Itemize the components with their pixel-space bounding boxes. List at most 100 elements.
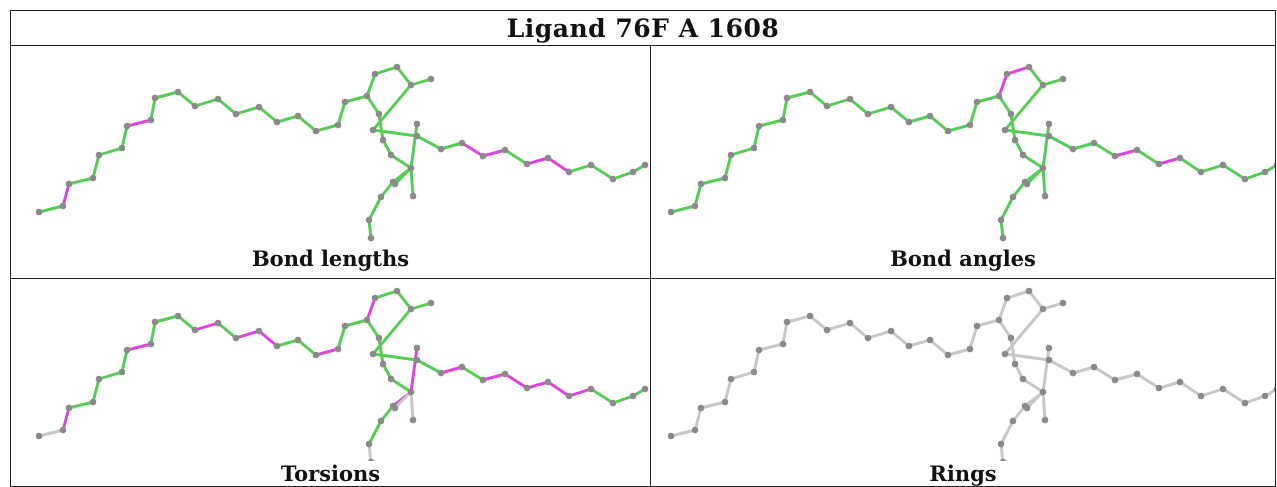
bond (1027, 168, 1043, 184)
atom (545, 379, 552, 386)
atom (927, 337, 934, 344)
atom (1060, 300, 1067, 307)
bond (411, 348, 417, 392)
atom (90, 175, 97, 182)
atom (192, 327, 199, 334)
atom (1091, 364, 1098, 371)
bond (259, 107, 277, 122)
atom (480, 377, 487, 384)
bond (151, 322, 155, 344)
atom (847, 96, 854, 103)
bond (591, 389, 613, 403)
molecule-bond-angles (651, 46, 1275, 246)
atom (751, 369, 758, 376)
bond (367, 298, 375, 320)
atom (784, 319, 791, 326)
atom (1046, 357, 1053, 364)
bond (411, 124, 417, 168)
bond (569, 389, 591, 396)
atom (372, 71, 379, 78)
atom (376, 111, 383, 118)
atom (394, 288, 401, 295)
bond (345, 320, 367, 326)
atom (313, 352, 320, 359)
atom (807, 313, 814, 320)
atom (888, 104, 895, 111)
bond (462, 367, 483, 380)
bond (850, 323, 868, 338)
bond (891, 107, 909, 122)
bond (236, 107, 259, 114)
atom (1026, 64, 1033, 71)
atom (408, 306, 415, 313)
bond (338, 102, 345, 125)
figure-title: Ligand 76F A 1608 (507, 14, 780, 43)
atom (502, 371, 509, 378)
bond (122, 350, 127, 372)
atom (215, 96, 222, 103)
atom (342, 99, 349, 106)
bond (1180, 382, 1201, 396)
atom (414, 133, 421, 140)
atom (967, 122, 974, 129)
atom (175, 313, 182, 320)
bond (754, 126, 759, 148)
bond (754, 350, 759, 372)
atom (566, 169, 573, 176)
bond (948, 125, 970, 131)
atom (1012, 137, 1019, 144)
bond (69, 178, 93, 184)
bond (695, 184, 701, 206)
bond (93, 155, 99, 178)
atom (1004, 295, 1011, 302)
bond (731, 372, 754, 379)
atom (36, 433, 43, 440)
bond (369, 421, 381, 444)
atom (1070, 146, 1077, 153)
molecule-bond-lengths (11, 46, 651, 246)
atom (728, 152, 735, 159)
atom (368, 235, 375, 242)
atom (364, 93, 371, 100)
atom (1020, 152, 1027, 159)
atom (1112, 153, 1119, 160)
molecule-torsions (11, 279, 651, 461)
atom (295, 113, 302, 120)
bond (1007, 291, 1029, 298)
bond (695, 408, 701, 430)
atom (388, 152, 395, 159)
atom (1198, 169, 1205, 176)
atom (1026, 288, 1033, 295)
bond (1115, 374, 1137, 380)
bond (671, 430, 695, 436)
atom (784, 95, 791, 102)
atom (824, 327, 831, 334)
bond (391, 155, 411, 168)
bond (1049, 360, 1073, 373)
atom (588, 162, 595, 169)
atom (1156, 385, 1163, 392)
atom (1112, 377, 1119, 384)
atom (1134, 371, 1141, 378)
bond (411, 168, 413, 196)
bond (783, 98, 787, 120)
atom (906, 343, 913, 350)
atom (152, 95, 159, 102)
bond (369, 197, 381, 220)
bond (397, 67, 411, 85)
bond (731, 148, 754, 155)
bond (783, 322, 787, 344)
atom (824, 103, 831, 110)
atom (148, 341, 155, 348)
atom (502, 147, 509, 154)
bond (367, 74, 375, 96)
atom (1000, 235, 1007, 242)
bond (127, 344, 151, 350)
atom (1010, 194, 1017, 201)
atom (124, 123, 131, 130)
bond (1223, 165, 1245, 179)
atom (1242, 176, 1249, 183)
bond (569, 165, 591, 172)
bond (1180, 158, 1201, 172)
atom (588, 386, 595, 393)
